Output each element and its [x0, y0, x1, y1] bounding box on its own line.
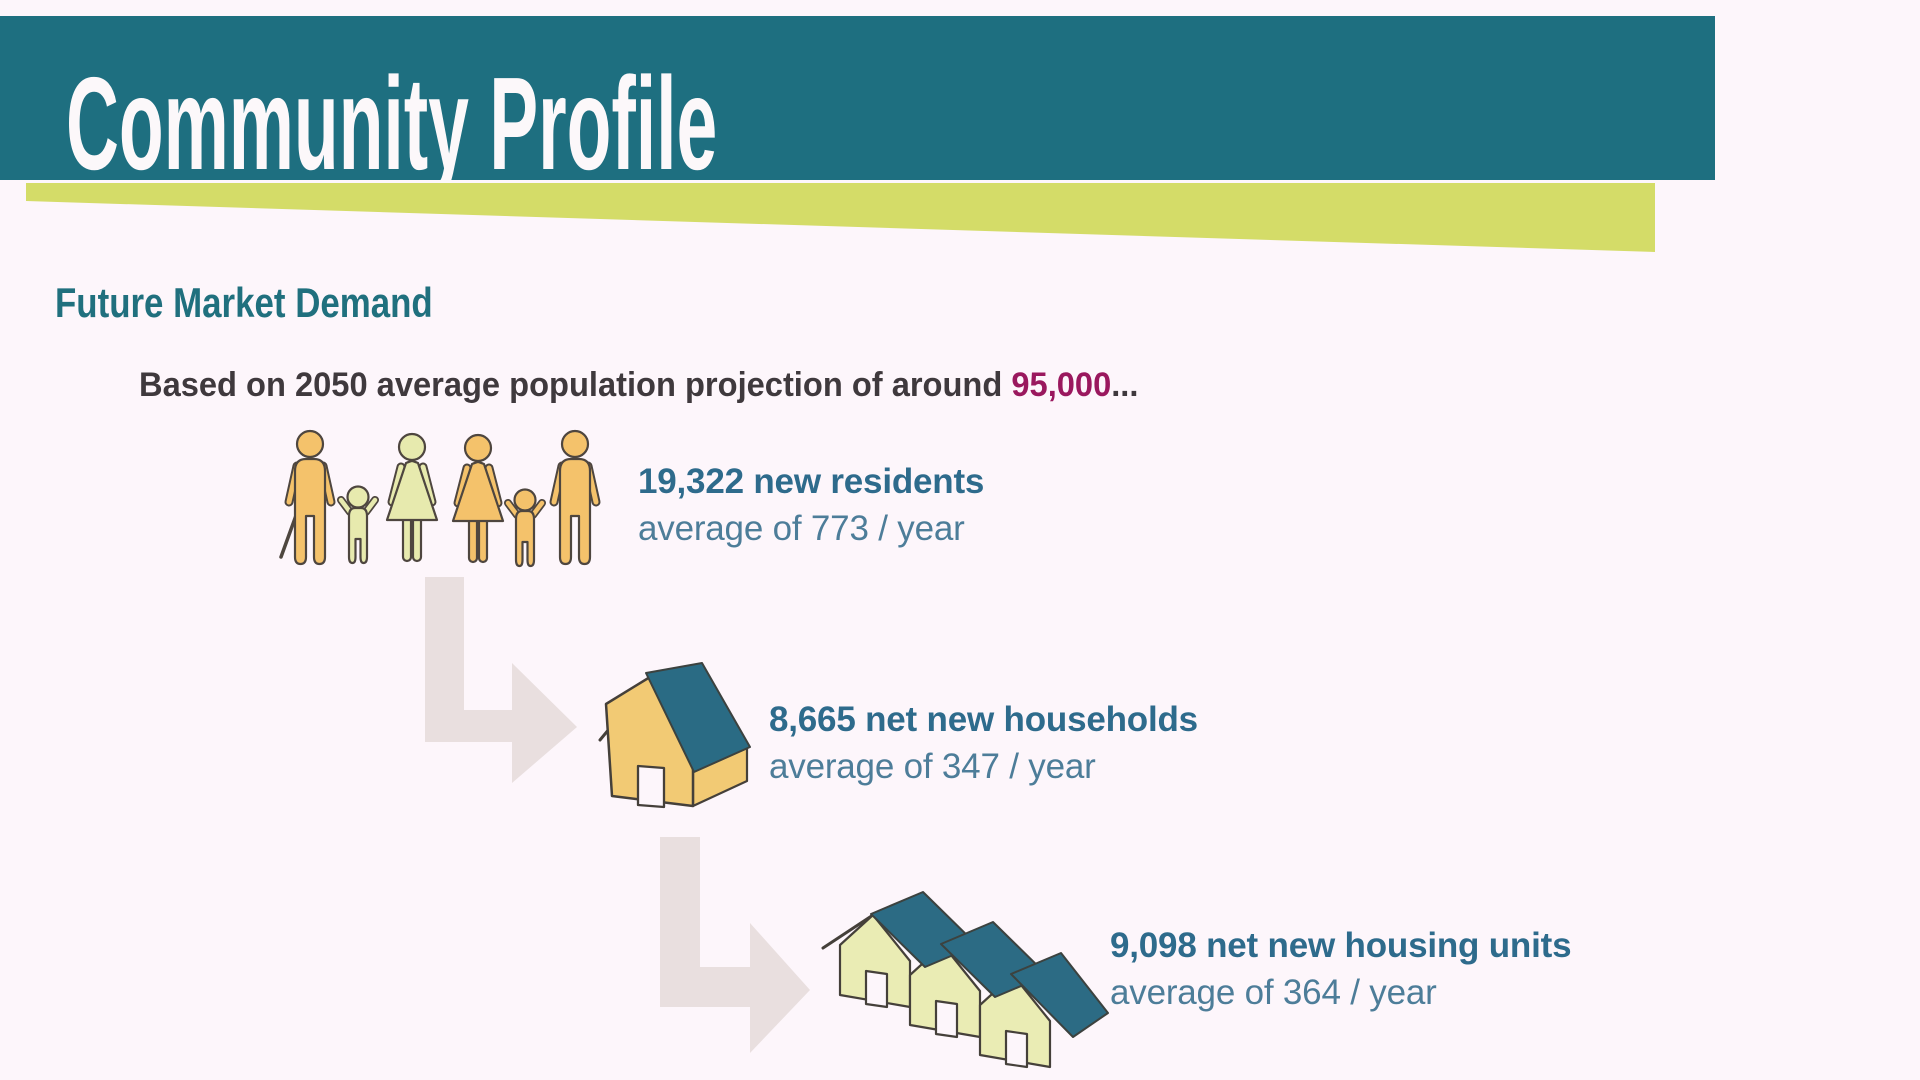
house-icon	[598, 662, 751, 809]
stat-new-housing-units: 9,098 net new housing units average of 3…	[1110, 922, 1572, 1016]
stat-value: 9,098 net new housing units	[1110, 926, 1572, 965]
header-bar	[0, 16, 1715, 180]
intro-line: Based on 2050 average population project…	[139, 366, 1138, 405]
stat-average: average of 773 / year	[638, 509, 965, 548]
intro-suffix: ...	[1111, 366, 1139, 404]
elbow-arrow-icon	[425, 577, 577, 783]
stat-new-households: 8,665 net new households average of 347 …	[769, 696, 1198, 790]
elbow-arrow-icon	[660, 837, 810, 1053]
house-roof	[645, 662, 751, 773]
rowhouse-door	[934, 999, 959, 1039]
person-child-icon	[337, 485, 379, 565]
rowhouse-door	[1004, 1029, 1029, 1069]
row-houses-icon	[821, 891, 1109, 1069]
stat-new-residents: 19,322 new residents average of 773 / ye…	[638, 458, 984, 552]
intro-prefix: Based on 2050 average population project…	[139, 366, 1012, 404]
rowhouse-roof	[1010, 952, 1109, 1038]
family-icon	[279, 429, 601, 568]
person-man-icon	[549, 429, 601, 566]
slide-title: Community Profile	[66, 50, 718, 197]
rowhouse-door	[864, 969, 889, 1009]
stat-value: 19,322 new residents	[638, 462, 985, 501]
stat-average: average of 347 / year	[769, 747, 1096, 786]
house-door	[636, 764, 666, 809]
section-heading: Future Market Demand	[55, 279, 433, 326]
stat-average: average of 364 / year	[1110, 973, 1437, 1012]
person-woman-icon	[451, 433, 505, 564]
stat-value: 8,665 net new households	[769, 700, 1198, 739]
person-man-icon	[279, 429, 336, 566]
person-woman-icon	[385, 432, 439, 563]
person-child-icon	[504, 488, 546, 568]
intro-highlight-value: 95,000	[1011, 366, 1112, 404]
roof-overhang-line	[821, 913, 875, 950]
